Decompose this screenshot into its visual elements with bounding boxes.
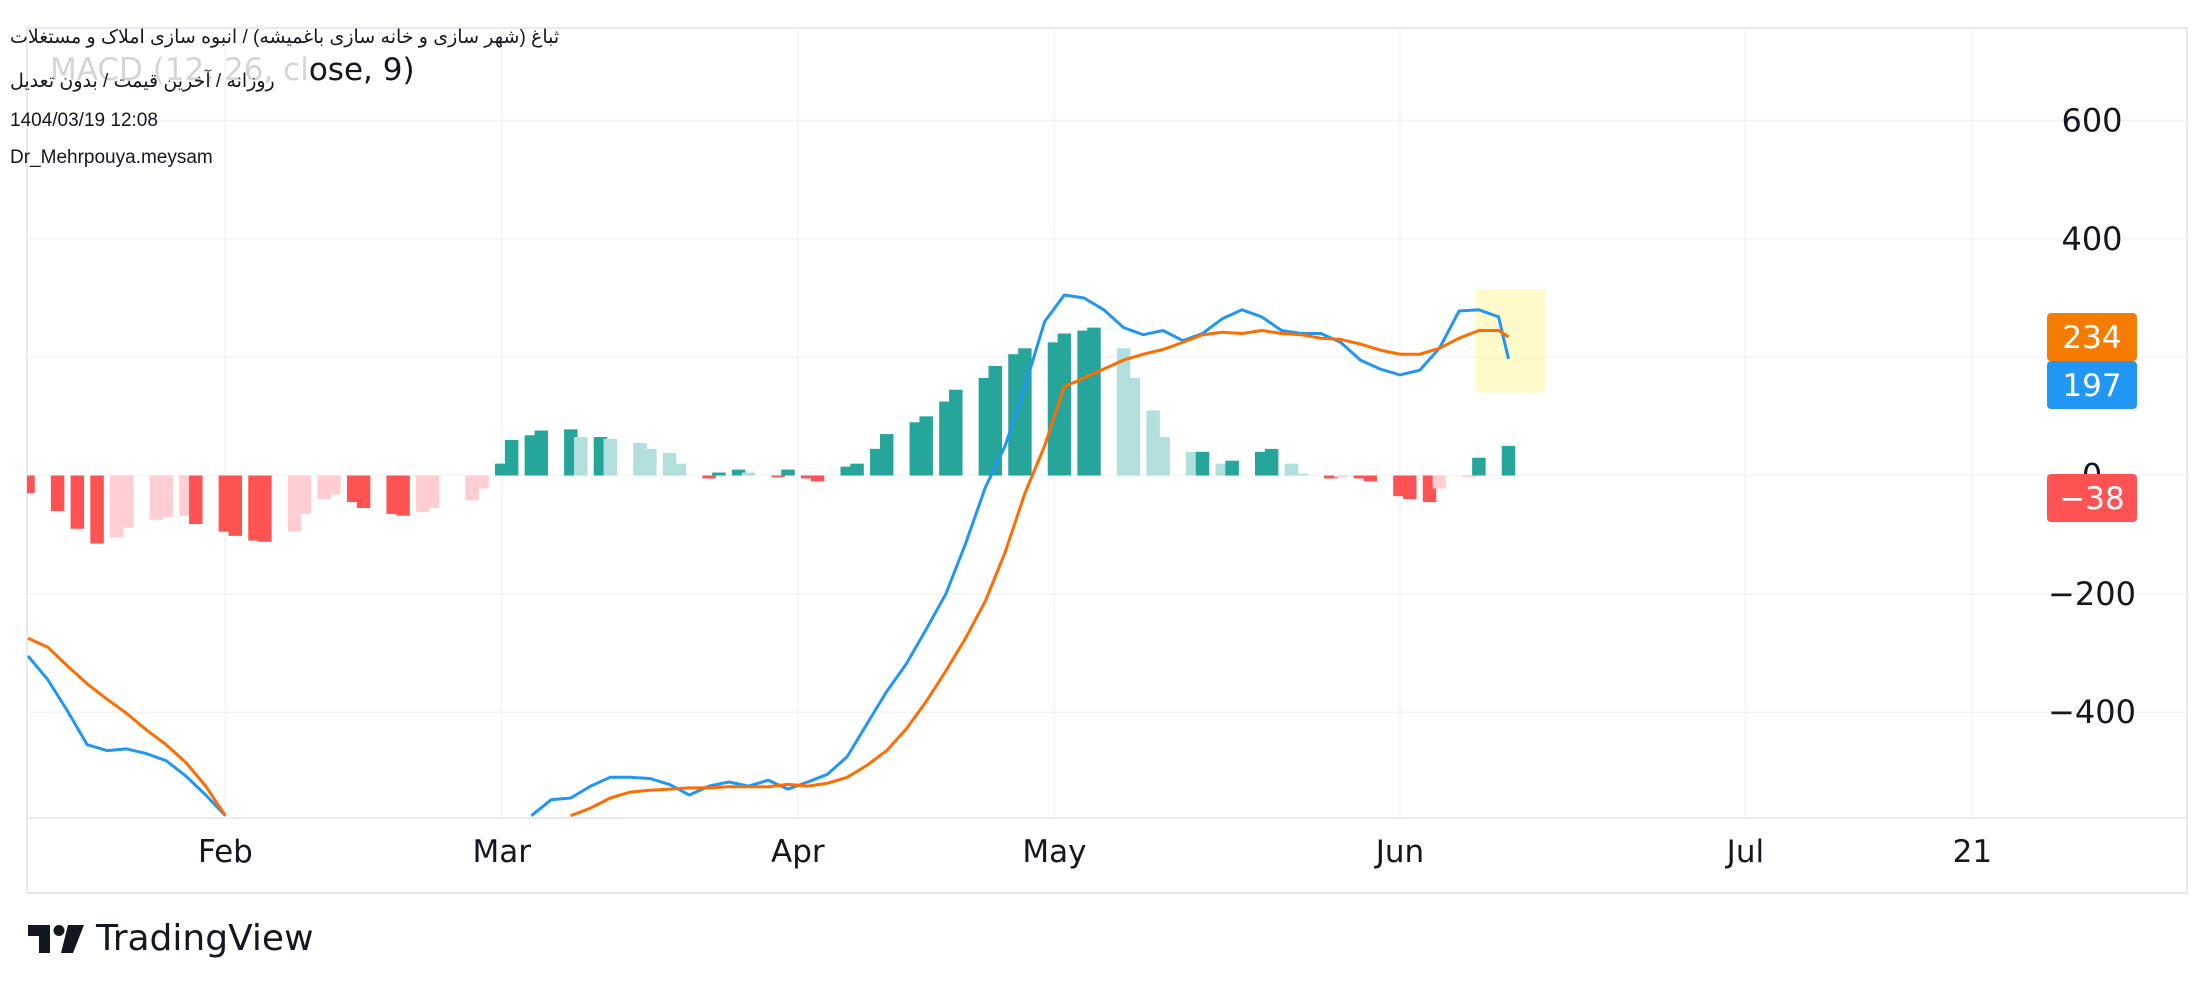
- histogram-bar: [1087, 327, 1101, 476]
- histogram-bar: [425, 475, 440, 509]
- y-tick-label: −200: [2048, 575, 2136, 613]
- histogram-bar: [1156, 437, 1170, 476]
- x-tick-label: Jul: [1725, 834, 1764, 870]
- chart-frame: [26, 27, 2188, 894]
- series-lines: [27, 293, 1510, 818]
- histogram-bar: [1501, 445, 1516, 476]
- histogram-bar: [1195, 451, 1210, 476]
- histogram-bar: [356, 475, 371, 509]
- chart-border: [26, 27, 2188, 894]
- macd-line: [530, 293, 1510, 817]
- indicator-title-visible: ose, 9): [308, 52, 415, 88]
- x-tick-label: May: [1022, 834, 1086, 870]
- price-tag-label: 197: [2062, 368, 2121, 404]
- histogram-bar: [90, 475, 104, 544]
- x-tick-label: 21: [1953, 834, 1992, 870]
- price-tag-197: [2047, 361, 2137, 410]
- histogram-bar: [1403, 475, 1417, 500]
- signal-line: [27, 636, 227, 817]
- x-tick-label: Feb: [198, 834, 253, 870]
- histogram-bar: [327, 475, 341, 495]
- y-axis: 6004000−200−400: [2048, 101, 2136, 731]
- symbol-line: ثباغ (شهر سازی و خانه سازی باغمیشه) / ان…: [10, 27, 560, 48]
- histogram-bar: [1264, 448, 1279, 476]
- histogram-bar: [810, 475, 825, 482]
- histogram-bar: [1057, 333, 1072, 476]
- histogram-bar: [643, 448, 657, 476]
- histogram-bar: [840, 466, 854, 476]
- histogram-bar: [771, 475, 785, 478]
- x-tick-label: Jun: [1374, 834, 1424, 870]
- histogram-bar: [1215, 463, 1230, 476]
- histogram-bar: [475, 475, 489, 489]
- histogram-bar: [731, 469, 746, 476]
- histogram-bar: [189, 475, 203, 525]
- signal-line: [570, 329, 1510, 818]
- histogram-bar: [396, 475, 410, 516]
- histogram-bar: [800, 475, 815, 479]
- histogram-bar: [672, 463, 687, 476]
- indicator-title: MACD (12, 26, close, 9): [50, 52, 415, 88]
- histogram-bar: [297, 475, 312, 514]
- histogram-bar: [70, 475, 85, 529]
- histogram-bar: [712, 472, 726, 476]
- histogram-bar: [1353, 475, 1368, 479]
- histogram-bar: [159, 475, 173, 517]
- histogram-bar: [534, 430, 548, 476]
- indicator-title-faint: MACD (12, 26, cl: [50, 52, 309, 88]
- histogram-bar: [850, 463, 864, 476]
- histogram-bar: [1284, 463, 1299, 476]
- x-tick-label: Apr: [771, 834, 825, 870]
- x-tick-label: Mar: [473, 834, 532, 870]
- histogram-bar: [1324, 475, 1338, 479]
- author-label: Dr_Mehrpouya.meysam: [10, 147, 213, 168]
- datetime-label: 1404/03/19 12:08: [10, 110, 158, 131]
- histogram-bar: [504, 439, 519, 476]
- tradingview-logo-icon: [28, 924, 84, 953]
- settings-line: روزانه / آخرین قیمت / بدون تعدیل: [10, 71, 275, 92]
- histogram-bar: [741, 472, 756, 476]
- histogram-bar: [919, 416, 933, 476]
- histogram-bar: [1333, 475, 1348, 478]
- highlight-box: [1475, 289, 1546, 393]
- x-axis: Feb Mar Apr May Jun Jul 21: [198, 834, 1992, 870]
- histogram-bar: [27, 475, 35, 494]
- histogram-bar: [1462, 475, 1476, 478]
- histogram-bar: [949, 389, 963, 476]
- y-tick-label: −400: [2048, 693, 2136, 731]
- tradingview-logo[interactable]: TradingView: [28, 918, 314, 959]
- price-tag-label: −38: [2059, 481, 2124, 517]
- macd-line: [27, 655, 227, 817]
- highlight-region: [1475, 289, 1546, 393]
- y-tick-label: 400: [2061, 220, 2122, 258]
- histogram-bar: [879, 434, 894, 476]
- histogram-bar: [1363, 475, 1378, 482]
- tradingview-logo-text: TradingView: [96, 918, 314, 959]
- histogram-bar: [495, 463, 509, 476]
- price-tag-label: 234: [2062, 320, 2121, 356]
- histogram-bar: [1472, 457, 1486, 476]
- price-tags: 234 197 −38: [2047, 313, 2137, 522]
- histogram-bar: [573, 437, 588, 476]
- histogram-bar: [702, 475, 716, 479]
- histogram: [27, 327, 1516, 544]
- price-tag-minus-38: [2047, 473, 2137, 522]
- histogram-bar: [50, 475, 65, 512]
- histogram-bar: [119, 475, 134, 528]
- histogram-bar: [1225, 460, 1239, 476]
- price-tag-234: [2047, 313, 2137, 362]
- chart-grid: [27, 28, 2187, 818]
- histogram-bar: [228, 475, 243, 536]
- histogram-bar: [258, 475, 272, 542]
- histogram-bar: [1432, 475, 1447, 489]
- histogram-bar: [1126, 377, 1141, 476]
- histogram-bar: [1294, 473, 1308, 476]
- histogram-bar: [603, 438, 618, 476]
- histogram-bar: [988, 366, 1003, 476]
- histogram-bar: [781, 469, 795, 476]
- y-tick-label: 600: [2061, 101, 2122, 139]
